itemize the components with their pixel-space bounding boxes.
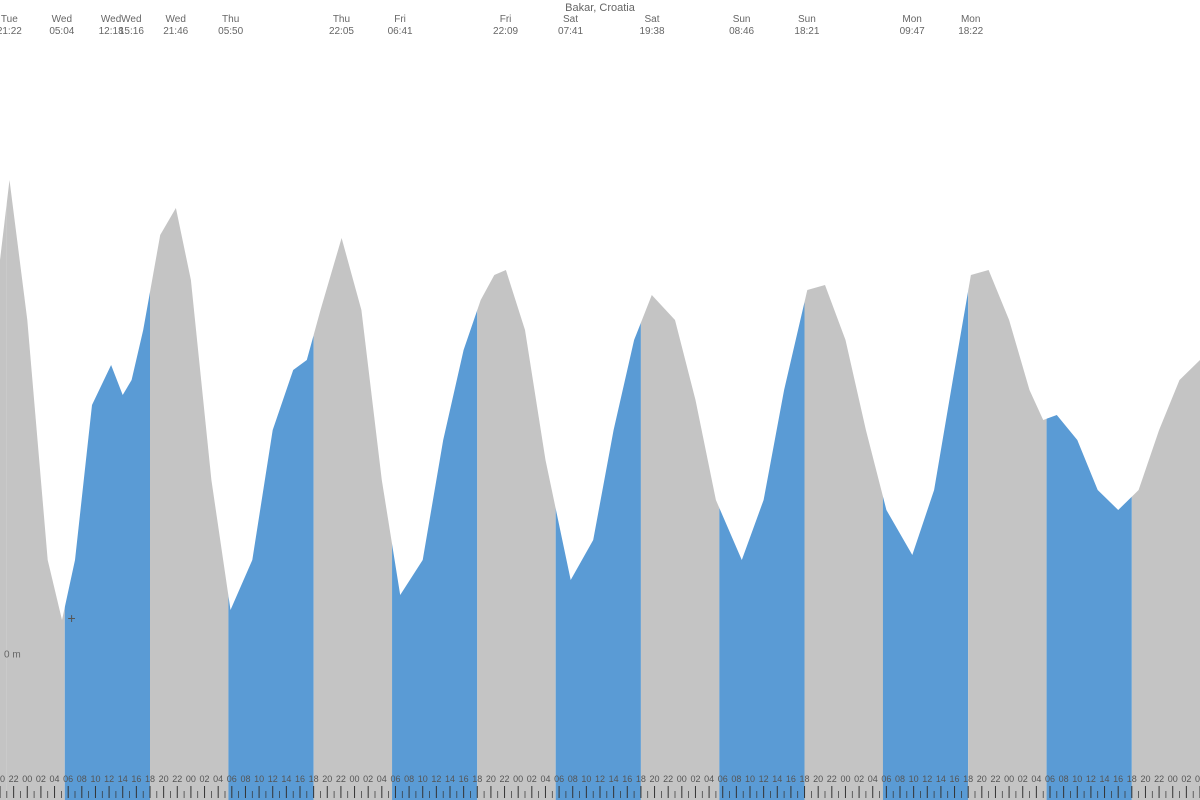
x-tick-label: 08 bbox=[240, 774, 250, 784]
x-tick-label: 14 bbox=[609, 774, 619, 784]
x-tick-label: 04 bbox=[868, 774, 878, 784]
x-tick-label: 08 bbox=[895, 774, 905, 784]
x-tick-label: 22 bbox=[990, 774, 1000, 784]
x-tick-label: 00 bbox=[22, 774, 32, 784]
x-tick-label: 10 bbox=[418, 774, 428, 784]
x-tick-label: 00 bbox=[1168, 774, 1178, 784]
x-tick-label: 18 bbox=[1127, 774, 1137, 784]
x-tick-label: 20 bbox=[486, 774, 496, 784]
x-tick-label: 04 bbox=[1031, 774, 1041, 784]
x-tick-label: 08 bbox=[77, 774, 87, 784]
x-tick-label: 06 bbox=[1045, 774, 1055, 784]
x-tick-label: 10 bbox=[909, 774, 919, 784]
x-tick-label: 04 bbox=[540, 774, 550, 784]
x-tick-label: 06 bbox=[881, 774, 891, 784]
x-tick-label: 02 bbox=[36, 774, 46, 784]
x-tick-label: 14 bbox=[1100, 774, 1110, 784]
x-tick-label: 02 bbox=[1181, 774, 1191, 784]
x-tick-label: 14 bbox=[118, 774, 128, 784]
x-tick-label: 00 bbox=[677, 774, 687, 784]
x-tick-label: 20 bbox=[322, 774, 332, 784]
x-tick-label: 04 bbox=[704, 774, 714, 784]
x-tick-label: 06 bbox=[718, 774, 728, 784]
x-tick-label: 12 bbox=[431, 774, 441, 784]
x-tick-label: 18 bbox=[800, 774, 810, 784]
x-tick-label: 08 bbox=[568, 774, 578, 784]
x-tick-label: 22 bbox=[9, 774, 19, 784]
x-tick-label: 02 bbox=[200, 774, 210, 784]
x-tick-label: 00 bbox=[1004, 774, 1014, 784]
x-tick-label: 02 bbox=[1018, 774, 1028, 784]
x-tick-label: 14 bbox=[772, 774, 782, 784]
x-tick-label: 16 bbox=[622, 774, 632, 784]
x-tick-label: 16 bbox=[295, 774, 305, 784]
x-tick-label: 02 bbox=[854, 774, 864, 784]
x-tick-label: 02 bbox=[363, 774, 373, 784]
x-tick-label: 10 bbox=[581, 774, 591, 784]
x-tick-label: 22 bbox=[663, 774, 673, 784]
x-tick-label: 22 bbox=[500, 774, 510, 784]
x-tick-label: 10 bbox=[1072, 774, 1082, 784]
x-tick-label: 18 bbox=[145, 774, 155, 784]
x-tick-label: 10 bbox=[254, 774, 264, 784]
x-tick-label: 00 bbox=[350, 774, 360, 784]
x-tick-label: 20 bbox=[159, 774, 169, 784]
x-tick-label: 04 bbox=[1195, 774, 1200, 784]
x-tick-label: 12 bbox=[268, 774, 278, 784]
x-tick-label: 20 bbox=[1140, 774, 1150, 784]
x-tick-label: 00 bbox=[513, 774, 523, 784]
x-tick-label: 16 bbox=[131, 774, 141, 784]
x-tick-label: 02 bbox=[527, 774, 537, 784]
x-tick-label: 08 bbox=[1059, 774, 1069, 784]
x-tick-label: 06 bbox=[227, 774, 237, 784]
x-tick-label: 20 bbox=[0, 774, 5, 784]
x-tick-label: 06 bbox=[554, 774, 564, 784]
x-tick-label: 10 bbox=[90, 774, 100, 784]
x-tick-label: 08 bbox=[404, 774, 414, 784]
x-tick-label: 16 bbox=[950, 774, 960, 784]
x-tick-label: 20 bbox=[813, 774, 823, 784]
x-tick-label: 14 bbox=[281, 774, 291, 784]
tide-chart: Bakar, Croatia Tue21:22Wed05:04Wed12:18W… bbox=[0, 0, 1200, 800]
x-tick-label: 12 bbox=[1086, 774, 1096, 784]
x-tick-label: 22 bbox=[1154, 774, 1164, 784]
x-tick-label: 06 bbox=[390, 774, 400, 784]
x-tick-label: 12 bbox=[595, 774, 605, 784]
x-tick-label: 22 bbox=[827, 774, 837, 784]
x-tick-label: 22 bbox=[172, 774, 182, 784]
x-tick-label: 04 bbox=[213, 774, 223, 784]
x-tick-label: 04 bbox=[377, 774, 387, 784]
x-tick-label: 16 bbox=[786, 774, 796, 784]
x-tick-label: 20 bbox=[650, 774, 660, 784]
x-tick-label: 16 bbox=[1113, 774, 1123, 784]
x-tick-label: 00 bbox=[186, 774, 196, 784]
chart-svg: 2022000204060810121416182022000204060810… bbox=[0, 0, 1200, 800]
x-tick-label: 06 bbox=[63, 774, 73, 784]
x-tick-label: 18 bbox=[963, 774, 973, 784]
x-tick-label: 10 bbox=[745, 774, 755, 784]
x-tick-label: 12 bbox=[104, 774, 114, 784]
x-tick-label: 14 bbox=[936, 774, 946, 784]
x-tick-label: 02 bbox=[690, 774, 700, 784]
x-tick-label: 12 bbox=[759, 774, 769, 784]
x-tick-label: 16 bbox=[459, 774, 469, 784]
x-tick-label: 22 bbox=[336, 774, 346, 784]
x-tick-label: 14 bbox=[445, 774, 455, 784]
y-axis-zero-label: 0 m bbox=[4, 650, 21, 661]
current-time-marker: + bbox=[67, 610, 75, 626]
x-tick-label: 00 bbox=[840, 774, 850, 784]
x-tick-label: 18 bbox=[636, 774, 646, 784]
x-tick-label: 12 bbox=[922, 774, 932, 784]
x-tick-label: 18 bbox=[309, 774, 319, 784]
x-tick-label: 18 bbox=[472, 774, 482, 784]
x-tick-label: 04 bbox=[50, 774, 60, 784]
x-tick-label: 08 bbox=[731, 774, 741, 784]
x-tick-label: 20 bbox=[977, 774, 987, 784]
